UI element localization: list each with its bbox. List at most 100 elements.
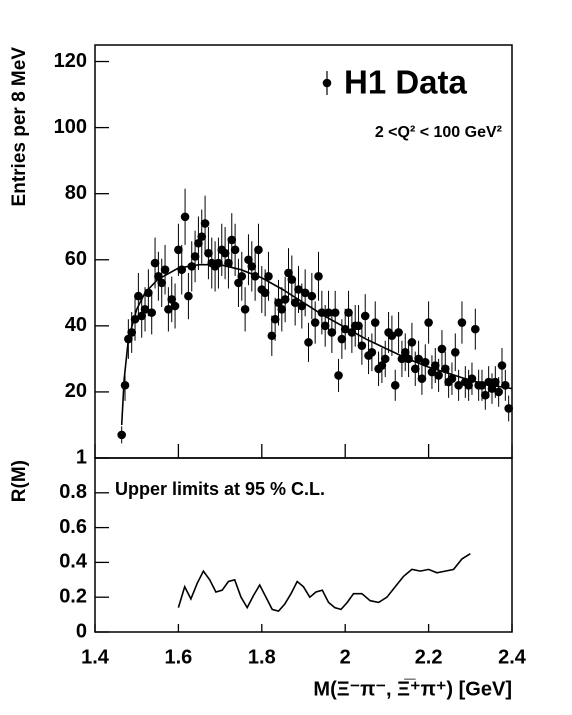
- y-tick-label: 20: [65, 380, 87, 402]
- data-point: [327, 328, 337, 337]
- data-point: [454, 381, 463, 390]
- data-point: [267, 331, 277, 341]
- x-tick-label: 2: [340, 646, 351, 668]
- data-point: [134, 291, 143, 301]
- data-point: [450, 347, 460, 357]
- legend-marker: [322, 78, 332, 88]
- data-point: [200, 219, 210, 228]
- data-point: [247, 262, 257, 271]
- data-point: [320, 321, 330, 331]
- data-point: [234, 278, 243, 288]
- data-point: [380, 354, 390, 364]
- data-point: [254, 245, 263, 255]
- plot-frame: [94, 457, 513, 633]
- data-point: [140, 305, 150, 314]
- data-point: [494, 387, 503, 397]
- data-point: [157, 278, 167, 288]
- annotation: 2 <Q² < 100 GeV²: [375, 124, 502, 141]
- data-point: [287, 275, 297, 284]
- y-tick-label: 100: [54, 116, 87, 138]
- data-point: [370, 318, 380, 327]
- data-point: [417, 374, 427, 384]
- data-point: [147, 308, 157, 317]
- data-point: [434, 371, 443, 380]
- data-point: [264, 271, 273, 281]
- data-point: [274, 298, 283, 308]
- data-point: [284, 268, 293, 278]
- data-point: [160, 265, 170, 274]
- y-tick-label: 0.2: [59, 585, 87, 607]
- data-point: [387, 331, 397, 341]
- y-tick-label: 120: [54, 50, 87, 72]
- y-axis-label: R(M): [9, 460, 30, 502]
- data-point: [204, 248, 213, 258]
- data-point: [394, 328, 403, 337]
- y-tick-label: 1: [76, 446, 87, 468]
- data-point: [481, 390, 490, 400]
- y-tick-label: 0.6: [59, 516, 87, 538]
- data-point: [314, 271, 323, 281]
- data-point: [224, 258, 233, 268]
- y-tick-label: 60: [65, 248, 87, 270]
- fit-curve: [120, 263, 513, 426]
- data-point: [167, 295, 177, 304]
- x-tick-label: 1.6: [164, 646, 192, 668]
- annotation: Upper limits at 95 % C.L.: [115, 479, 325, 499]
- y-tick-label: 0: [76, 620, 87, 642]
- data-point: [300, 288, 310, 298]
- data-point: [344, 308, 353, 317]
- data-point: [164, 305, 173, 314]
- x-axis-label: M(Ξ⁻π⁻, Ξ̅⁺π⁺) [GeV]: [313, 678, 512, 700]
- data-point: [407, 338, 417, 347]
- data-point: [491, 377, 500, 387]
- data-point: [400, 347, 410, 357]
- data-point: [437, 344, 447, 354]
- x-tick-label: 2.2: [415, 646, 443, 668]
- data-point: [240, 305, 250, 314]
- data-point: [237, 271, 247, 281]
- data-point: [137, 311, 147, 321]
- data-point: [220, 248, 230, 258]
- data-point: [174, 245, 183, 255]
- data-point: [424, 318, 433, 327]
- data-point: [304, 338, 313, 347]
- data-point: [227, 235, 237, 245]
- x-tick-label: 1.8: [248, 646, 276, 668]
- y-tick-label: 40: [65, 314, 87, 336]
- data-point: [184, 291, 193, 301]
- data-point: [307, 291, 317, 301]
- data-point: [310, 318, 320, 327]
- x-tick-label: 1.4: [81, 646, 110, 668]
- data-point: [294, 285, 303, 294]
- data-point: [360, 311, 370, 321]
- data-point: [324, 308, 333, 317]
- limit-curve: [177, 553, 471, 613]
- x-tick-label: 2.4: [498, 646, 527, 668]
- data-point: [244, 255, 253, 265]
- data-point: [197, 232, 207, 241]
- data-point: [277, 305, 287, 314]
- data-point: [120, 381, 130, 390]
- y-tick-label: 80: [65, 182, 87, 204]
- data-point: [334, 371, 343, 380]
- data-point: [170, 301, 180, 311]
- y-axis-label: Entries per 8 MeV: [9, 47, 30, 207]
- y-tick-label: 0.4: [59, 551, 88, 573]
- data-point: [414, 354, 423, 364]
- data-point: [270, 314, 280, 324]
- data-point: [457, 318, 467, 327]
- data-point: [330, 308, 340, 317]
- data-point: [447, 374, 457, 384]
- data-point: [471, 324, 480, 334]
- data-point: [410, 364, 420, 374]
- data-point: [354, 321, 363, 331]
- data-point: [497, 361, 507, 370]
- y-tick-label: 0.8: [59, 481, 87, 503]
- data-point: [504, 404, 513, 413]
- data-point: [464, 381, 473, 390]
- data-point: [190, 252, 200, 261]
- data-point: [194, 238, 203, 248]
- data-point: [150, 258, 160, 268]
